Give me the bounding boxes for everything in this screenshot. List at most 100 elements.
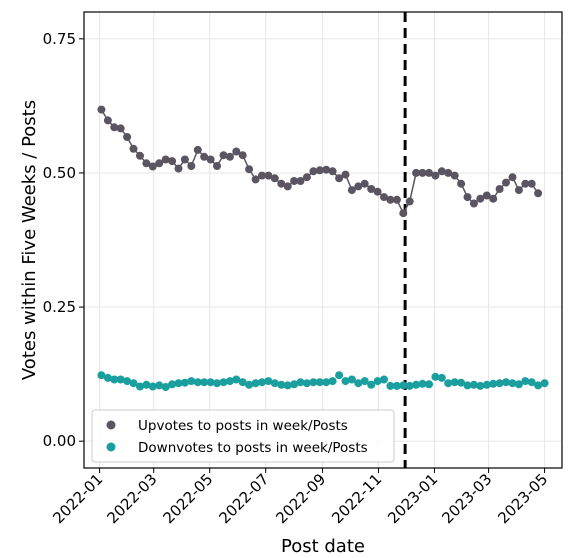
- data-point: [360, 179, 369, 188]
- data-point: [251, 379, 260, 388]
- legend-label-downvotes: Downvotes to posts in week/Posts: [138, 440, 368, 456]
- data-point: [425, 380, 433, 389]
- data-point: [431, 171, 440, 180]
- data-point: [469, 380, 478, 389]
- data-point: [174, 164, 183, 173]
- x-tick-label: 2022-05: [159, 470, 216, 527]
- data-point: [251, 175, 260, 184]
- data-point: [290, 177, 299, 185]
- data-point: [168, 157, 177, 166]
- data-point: [168, 380, 177, 389]
- data-point: [354, 182, 363, 191]
- x-tick-label: 2023-05: [494, 470, 551, 527]
- data-point: [97, 371, 106, 380]
- data-point: [341, 170, 350, 179]
- data-point: [527, 179, 536, 188]
- data-point: [309, 167, 318, 176]
- data-point: [431, 372, 440, 381]
- data-point: [148, 382, 157, 391]
- data-point: [425, 168, 433, 177]
- data-point: [437, 373, 446, 382]
- x-tick-label: 2022-07: [215, 470, 272, 527]
- data-point: [489, 194, 498, 203]
- data-point: [296, 177, 305, 185]
- data-point: [322, 165, 331, 174]
- data-point: [482, 191, 491, 200]
- data-point: [399, 381, 408, 390]
- legend: Upvotes to posts in week/Posts Downvotes…: [91, 409, 395, 463]
- data-point: [322, 378, 331, 387]
- data-point: [296, 378, 305, 387]
- data-point: [328, 167, 337, 176]
- data-point: [245, 380, 254, 389]
- data-point: [373, 187, 382, 196]
- data-point: [136, 151, 144, 160]
- data-point: [360, 377, 369, 386]
- data-point: [187, 162, 196, 170]
- data-point: [463, 381, 472, 390]
- data-point: [392, 195, 401, 204]
- data-point: [540, 379, 549, 388]
- data-point: [116, 375, 125, 384]
- x-axis-label: Post date: [281, 536, 365, 557]
- data-point: [405, 381, 414, 390]
- data-point: [232, 147, 241, 156]
- data-point: [174, 379, 183, 388]
- data-point: [302, 379, 311, 388]
- data-point: [444, 379, 453, 388]
- data-point: [495, 379, 504, 388]
- series-downvotes: [97, 371, 549, 391]
- data-point: [347, 375, 356, 384]
- data-point: [386, 381, 395, 390]
- data-point: [97, 105, 106, 114]
- data-point: [418, 379, 427, 388]
- data-point: [270, 379, 279, 388]
- data-point: [277, 179, 286, 188]
- data-point: [341, 377, 350, 386]
- data-point: [161, 155, 170, 164]
- y-tick-label: 0.00: [43, 432, 76, 450]
- data-point: [187, 377, 196, 386]
- data-point: [180, 155, 189, 164]
- data-point: [354, 379, 363, 388]
- data-point: [489, 379, 498, 388]
- data-point: [418, 168, 427, 177]
- data-point: [463, 193, 472, 202]
- data-point: [238, 378, 247, 387]
- data-point: [335, 174, 344, 183]
- data-point: [110, 123, 119, 132]
- y-axis-label: Votes within Five Weeks / Posts: [19, 100, 40, 380]
- data-point: [309, 378, 318, 387]
- series-upvotes: [97, 105, 543, 218]
- data-point: [193, 378, 202, 387]
- data-point: [129, 144, 138, 153]
- data-point: [213, 379, 221, 388]
- legend-box: [91, 409, 395, 463]
- x-tick-label: 2022-01: [49, 470, 106, 527]
- data-point: [103, 373, 112, 382]
- data-point: [405, 197, 414, 206]
- legend-label-upvotes: Upvotes to posts in week/Posts: [138, 418, 348, 434]
- data-point: [116, 124, 125, 133]
- grid: [84, 12, 562, 468]
- data-point: [444, 168, 453, 177]
- data-point: [155, 381, 164, 390]
- data-point: [386, 195, 395, 204]
- data-point: [110, 375, 119, 384]
- x-tick-label: 2023-03: [438, 470, 495, 527]
- data-point: [238, 151, 247, 160]
- data-point: [283, 182, 292, 191]
- data-point: [412, 168, 421, 177]
- data-point: [277, 380, 286, 389]
- data-point: [514, 380, 523, 389]
- data-point: [367, 380, 376, 389]
- data-point: [264, 171, 273, 180]
- data-point: [450, 378, 459, 387]
- data-point: [219, 151, 228, 160]
- data-point: [206, 155, 215, 164]
- data-point: [225, 377, 234, 386]
- data-point: [103, 116, 112, 125]
- legend-marker-upvotes: [106, 420, 116, 430]
- data-point: [392, 381, 401, 390]
- data-point: [412, 380, 421, 389]
